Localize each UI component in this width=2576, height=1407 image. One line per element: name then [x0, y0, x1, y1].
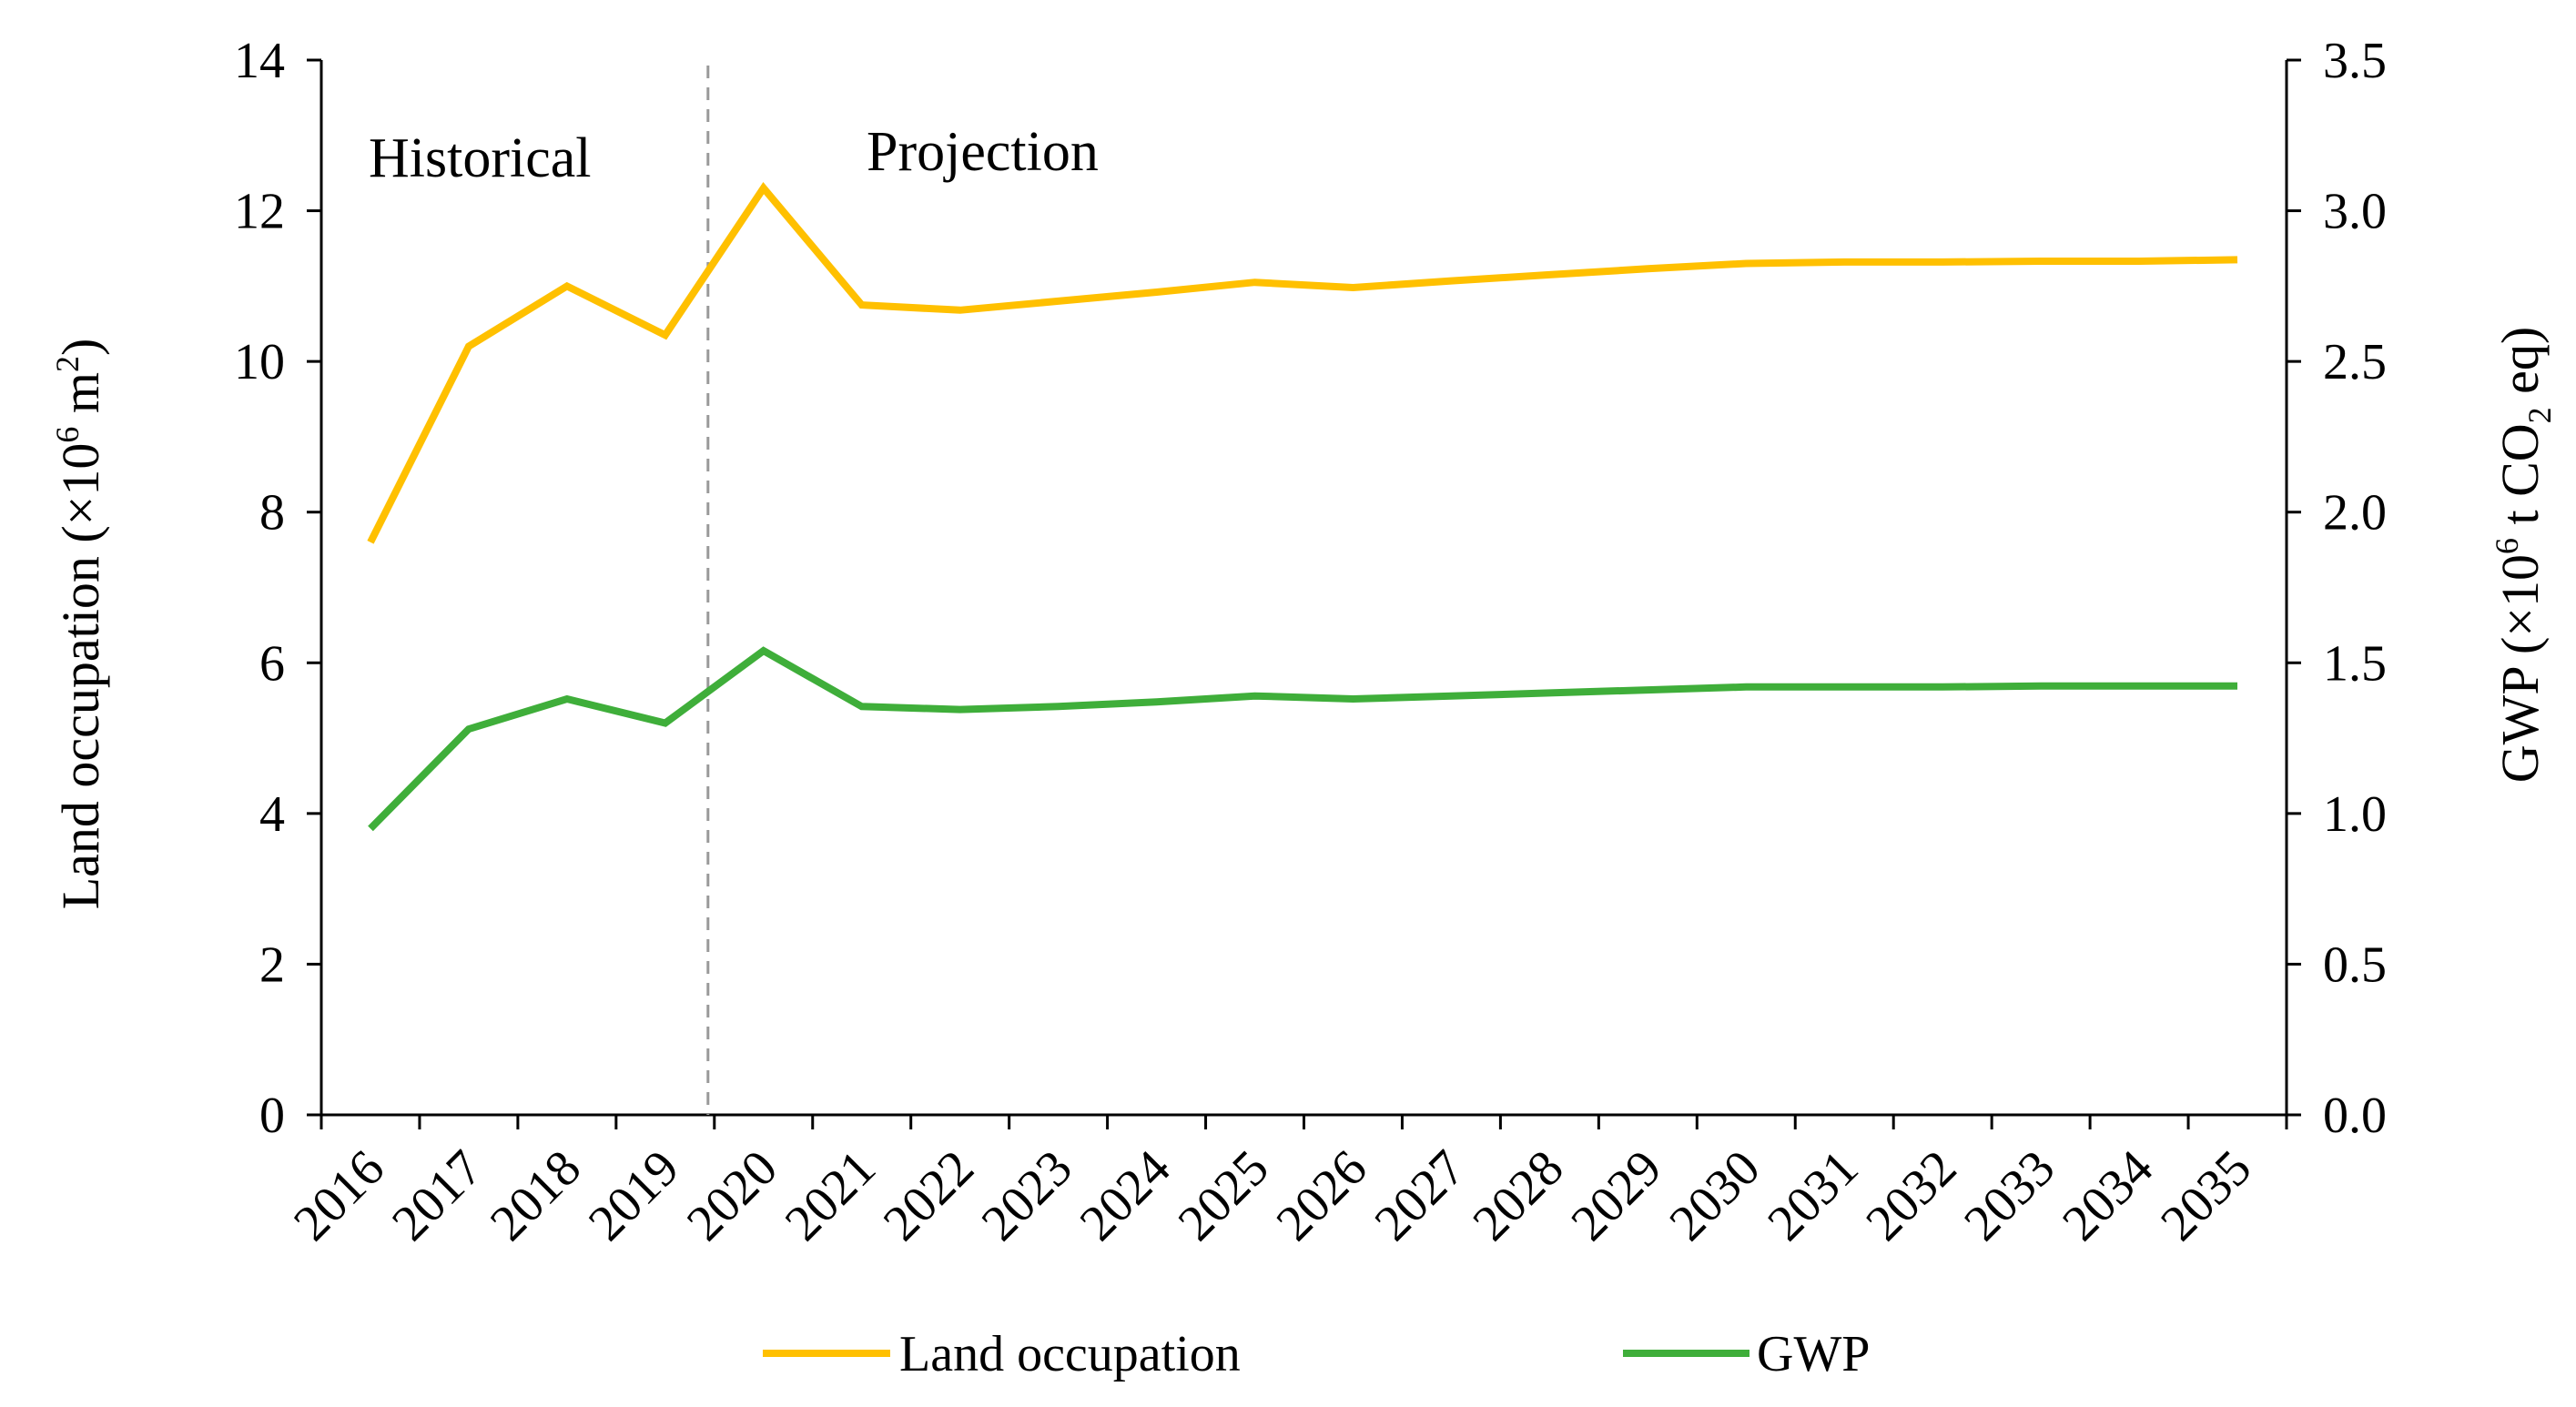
right-tick-label: 2.0: [2323, 485, 2387, 542]
right-tick-label: 1.5: [2323, 635, 2387, 692]
series-layer: [367, 182, 2238, 832]
x-tick-label: 2032: [1855, 1139, 1967, 1251]
legend-label-land-occupation: Land occupation: [899, 1326, 1241, 1382]
x-tick-label: 2025: [1168, 1139, 1280, 1251]
legend-label-gwp: GWP: [1757, 1326, 1870, 1382]
x-tick-label: 2026: [1266, 1139, 1378, 1251]
historical-label: Historical: [369, 127, 592, 189]
right-axis-title-mid: t CO: [2490, 423, 2550, 538]
x-tick-label: 2035: [2150, 1139, 2262, 1251]
x-tick-label: 2017: [381, 1139, 493, 1251]
right-axis-title-main: GWP (×10: [2490, 554, 2550, 783]
x-axis-ticks: 2016201720182019202020212022202320242025…: [283, 1115, 2288, 1251]
left-tick-label: 0: [259, 1088, 285, 1144]
x-tick-label: 2024: [1070, 1139, 1182, 1251]
right-tick-label: 0.5: [2323, 936, 2387, 993]
right-axis-title-end: eq): [2490, 327, 2550, 408]
x-tick-label: 2018: [480, 1139, 592, 1251]
left-tick-label: 14: [234, 33, 285, 89]
right-tick-label: 0.0: [2323, 1088, 2387, 1144]
x-tick-label: 2033: [1953, 1139, 2065, 1251]
x-tick-label: 2028: [1463, 1139, 1575, 1251]
projection-label: Projection: [867, 121, 1099, 183]
left-axis-title: Land occupation (×106 m2): [49, 339, 110, 910]
right-tick-label: 2.5: [2323, 334, 2387, 390]
series-line-land-occupation: [367, 182, 2238, 544]
right-axis-title: GWP (×106 t CO2 eq): [2489, 327, 2558, 784]
right-tick-label: 1.0: [2323, 786, 2387, 843]
x-tick-label: 2020: [676, 1139, 788, 1251]
left-axis-title-unit: m: [51, 372, 110, 427]
left-axis-title-sup2: 2: [49, 356, 86, 372]
right-axis-title-sup: 6: [2489, 538, 2525, 554]
legend: Land occupation GWP: [763, 1326, 1870, 1382]
left-tick-label: 10: [234, 334, 285, 390]
left-axis-title-main: Land occupation (×10: [51, 443, 110, 910]
right-tick-label: 3.5: [2323, 33, 2387, 89]
left-tick-label: 8: [259, 485, 285, 542]
left-tick-label: 2: [259, 936, 285, 993]
left-tick-label: 6: [259, 635, 285, 692]
x-tick-label: 2022: [873, 1139, 985, 1251]
left-axis-title-close: ): [51, 339, 110, 356]
right-axis-title-sub: 2: [2521, 407, 2558, 423]
x-tick-label: 2030: [1658, 1139, 1770, 1251]
x-tick-label: 2023: [971, 1139, 1083, 1251]
right-axis-ticks: 0.0 0.5 1.0 1.5 2.0 2.5 3.0 3.5: [2287, 33, 2387, 1144]
left-axis-ticks: 0 2 4 6 8 10 12 14: [234, 33, 321, 1144]
x-tick-label: 2031: [1757, 1139, 1869, 1251]
left-axis-title-sup: 6: [49, 427, 86, 443]
x-tick-label: 2027: [1364, 1139, 1476, 1251]
x-tick-label: 2034: [2052, 1139, 2164, 1251]
right-tick-label: 3.0: [2323, 184, 2387, 240]
left-tick-label: 12: [234, 184, 285, 240]
series-line-gwp: [368, 646, 2237, 832]
x-tick-label: 2016: [283, 1139, 395, 1251]
x-tick-label: 2021: [775, 1139, 887, 1251]
left-tick-label: 4: [259, 786, 285, 843]
x-tick-label: 2019: [578, 1139, 690, 1251]
x-tick-label: 2029: [1560, 1139, 1672, 1251]
